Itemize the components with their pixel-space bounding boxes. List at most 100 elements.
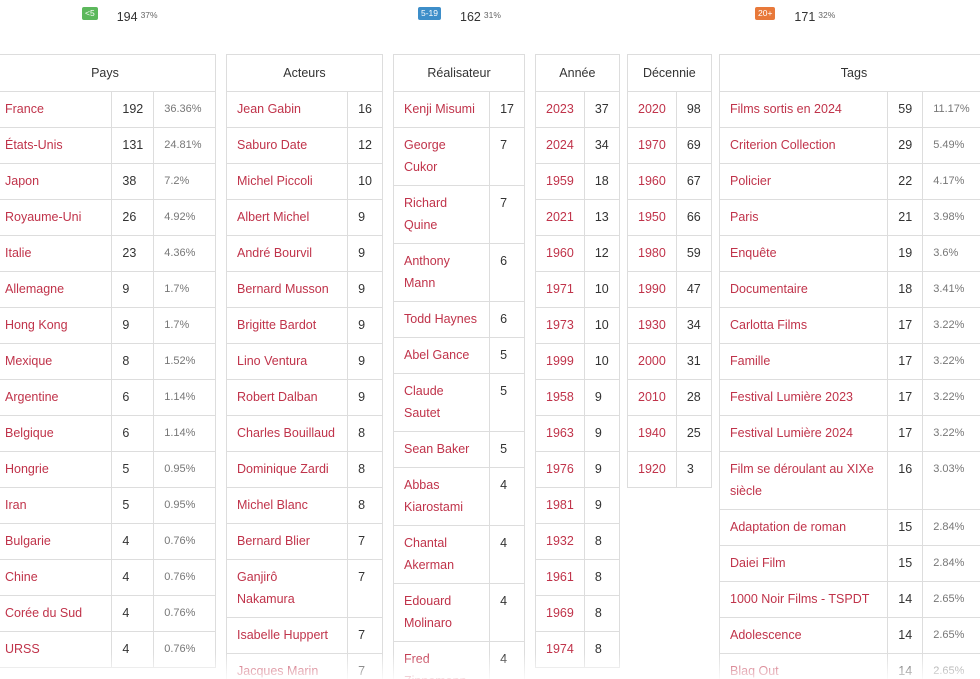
acteurs-link[interactable]: Jacques Marin <box>225 653 349 679</box>
count-cell: 31 <box>675 343 712 380</box>
acteurs-link[interactable]: Ganjirô Nakamura <box>225 559 349 618</box>
realisateur-link[interactable]: Sean Baker <box>392 431 491 468</box>
realisateur-link[interactable]: Claude Sautet <box>392 373 491 432</box>
decennie-link[interactable]: 1970 <box>627 127 677 164</box>
decennie-link[interactable]: 1920 <box>627 451 677 488</box>
table-row: Abel Gance 5 <box>392 337 525 374</box>
realisateur-link[interactable]: Todd Haynes <box>392 301 491 338</box>
pays-link[interactable]: États-Unis <box>0 127 113 164</box>
tags-link[interactable]: Adolescence <box>718 617 889 654</box>
tags-link[interactable]: Paris <box>718 199 889 236</box>
annee-link[interactable]: 1971 <box>535 271 585 308</box>
decennie-link[interactable]: 1960 <box>627 163 677 200</box>
table-row: 1950 66 <box>627 199 712 236</box>
table-row: Charles Bouillaud 8 <box>225 415 383 452</box>
tags-link[interactable]: Daiei Film <box>718 545 889 582</box>
annee-link[interactable]: 1959 <box>535 163 585 200</box>
annee-link[interactable]: 1958 <box>535 379 585 416</box>
pays-link[interactable]: URSS <box>0 631 113 668</box>
tags-link[interactable]: Enquête <box>718 235 889 272</box>
realisateur-link[interactable]: Abel Gance <box>392 337 491 374</box>
pays-link[interactable]: Chine <box>0 559 113 596</box>
tags-link[interactable]: Carlotta Films <box>718 307 889 344</box>
pays-link[interactable]: Belgique <box>0 415 113 452</box>
realisateur-link[interactable]: Anthony Mann <box>392 243 491 302</box>
acteurs-link[interactable]: Jean Gabin <box>225 91 349 128</box>
count-cell: 25 <box>675 415 712 452</box>
acteurs-link[interactable]: Dominique Zardi <box>225 451 349 488</box>
annee-link[interactable]: 2021 <box>535 199 585 236</box>
annee-link[interactable]: 1961 <box>535 559 585 596</box>
pays-link[interactable]: Argentine <box>0 379 113 416</box>
pays-link[interactable]: Hong Kong <box>0 307 113 344</box>
tags-link[interactable]: Festival Lumière 2024 <box>718 415 889 452</box>
pays-link[interactable]: Hongrie <box>0 451 113 488</box>
acteurs-link[interactable]: Bernard Musson <box>225 271 349 308</box>
acteurs-link[interactable]: Charles Bouillaud <box>225 415 349 452</box>
tags-link[interactable]: 1000 Noir Films - TSPDT <box>718 581 889 618</box>
decennie-link[interactable]: 1930 <box>627 307 677 344</box>
pays-link[interactable]: France <box>0 91 113 128</box>
acteurs-link[interactable]: Michel Piccoli <box>225 163 349 200</box>
decennie-link[interactable]: 2010 <box>627 379 677 416</box>
acteurs-link[interactable]: Isabelle Huppert <box>225 617 349 654</box>
tags-link[interactable]: Famille <box>718 343 889 380</box>
decennie-link[interactable]: 1990 <box>627 271 677 308</box>
annee-link[interactable]: 1969 <box>535 595 585 632</box>
annee-link[interactable]: 2023 <box>535 91 585 128</box>
annee-link[interactable]: 1999 <box>535 343 585 380</box>
pays-link[interactable]: Mexique <box>0 343 113 380</box>
acteurs-link[interactable]: Robert Dalban <box>225 379 349 416</box>
realisateur-link[interactable]: Edouard Molinaro <box>392 583 491 642</box>
table-row: Japon 38 7.2% <box>0 163 216 200</box>
acteurs-link[interactable]: Lino Ventura <box>225 343 349 380</box>
tags-link[interactable]: Criterion Collection <box>718 127 889 164</box>
decennie-link[interactable]: 2020 <box>627 91 677 128</box>
pays-link[interactable]: Iran <box>0 487 113 524</box>
tags-link[interactable]: Films sortis en 2024 <box>718 91 889 128</box>
annee-link[interactable]: 1960 <box>535 235 585 272</box>
acteurs-link[interactable]: Bernard Blier <box>225 523 349 560</box>
acteurs-link[interactable]: Brigitte Bardot <box>225 307 349 344</box>
tags-link[interactable]: Adaptation de roman <box>718 509 889 546</box>
realisateur-link[interactable]: Abbas Kiarostami <box>392 467 491 526</box>
count-cell: 13 <box>583 199 620 236</box>
table-row: Kenji Misumi 17 <box>392 91 525 128</box>
annee-link[interactable]: 1963 <box>535 415 585 452</box>
annee-link[interactable]: 1976 <box>535 451 585 488</box>
annee-link[interactable]: 1973 <box>535 307 585 344</box>
pays-link[interactable]: Bulgarie <box>0 523 113 560</box>
tags-link[interactable]: Film se déroulant au XIXe siècle <box>718 451 889 510</box>
realisateur-link[interactable]: Kenji Misumi <box>392 91 491 128</box>
acteurs-link[interactable]: Saburo Date <box>225 127 349 164</box>
tags-link[interactable]: Blaq Out <box>718 653 889 679</box>
realisateur-link[interactable]: George Cukor <box>392 127 491 186</box>
annee-link[interactable]: 2024 <box>535 127 585 164</box>
acteurs-link[interactable]: Michel Blanc <box>225 487 349 524</box>
annee-link[interactable]: 1981 <box>535 487 585 524</box>
pays-link[interactable]: Royaume-Uni <box>0 199 113 236</box>
pays-link[interactable]: Japon <box>0 163 113 200</box>
tags-link[interactable]: Festival Lumière 2023 <box>718 379 889 416</box>
acteurs-link[interactable]: André Bourvil <box>225 235 349 272</box>
decennie-link[interactable]: 2000 <box>627 343 677 380</box>
pays-link[interactable]: Italie <box>0 235 113 272</box>
acteurs-link[interactable]: Albert Michel <box>225 199 349 236</box>
tags-link[interactable]: Policier <box>718 163 889 200</box>
pays-link[interactable]: Corée du Sud <box>0 595 113 632</box>
count-cell: 17 <box>887 379 924 416</box>
percent-cell: 24.81% <box>153 127 216 164</box>
realisateur-link[interactable]: Richard Quine <box>392 185 491 244</box>
pays-link[interactable]: Allemagne <box>0 271 113 308</box>
tags-link[interactable]: Documentaire <box>718 271 889 308</box>
count-cell: 7 <box>347 653 383 679</box>
realisateur-link[interactable]: Chantal Akerman <box>392 525 491 584</box>
table-row: Bulgarie 4 0.76% <box>0 523 216 560</box>
annee-link[interactable]: 1932 <box>535 523 585 560</box>
table-row: Abbas Kiarostami 4 <box>392 467 525 526</box>
decennie-link[interactable]: 1940 <box>627 415 677 452</box>
decennie-link[interactable]: 1950 <box>627 199 677 236</box>
decennie-link[interactable]: 1980 <box>627 235 677 272</box>
realisateur-link[interactable]: Fred Zinnemann <box>392 641 491 679</box>
annee-link[interactable]: 1974 <box>535 631 585 668</box>
